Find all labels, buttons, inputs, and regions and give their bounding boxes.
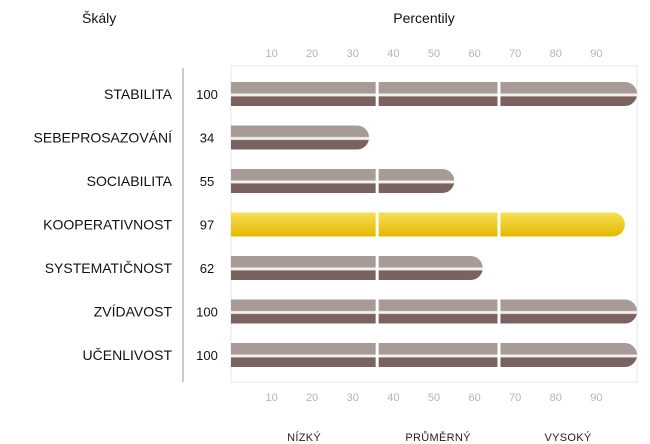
value-label: 34 [200, 131, 214, 146]
zone-separator [497, 343, 501, 367]
zone-separator [497, 212, 501, 237]
tick-label-top: 80 [550, 48, 562, 60]
value-label: 100 [196, 87, 218, 102]
tick-label-bottom: 20 [306, 392, 318, 404]
bar-row: UČENLIVOST 100 [83, 343, 637, 367]
tick-label-top: 40 [387, 48, 399, 60]
zone-separator [375, 343, 379, 367]
tick-label-top: 30 [347, 48, 359, 60]
bar [231, 169, 455, 193]
value-label: 62 [200, 261, 214, 276]
category-label: ZVÍDAVOST [94, 304, 173, 320]
tick-label-bottom: 50 [428, 392, 440, 404]
value-label: 100 [196, 305, 218, 320]
zone-separator [375, 299, 379, 324]
bar [231, 343, 637, 367]
tick-label-bottom: 80 [550, 392, 562, 404]
category-label: UČENLIVOST [83, 347, 173, 363]
bar-highlighted [231, 212, 625, 237]
value-label: 100 [196, 348, 218, 363]
category-label: STABILITA [104, 86, 173, 102]
zone-separator [497, 82, 501, 106]
tick-label-bottom: 70 [509, 392, 521, 404]
zone-labels: NÍZKÝ PRŮMĚRNÝ VYSOKÝ [287, 431, 591, 444]
category-label: SEBEPROSAZOVÁNÍ [34, 130, 173, 146]
tick-label-bottom: 10 [265, 392, 277, 404]
zone-separator [497, 299, 501, 324]
tick-labels-top: 10 20 30 40 50 60 70 80 90 [265, 48, 602, 60]
category-label: KOOPERATIVNOST [43, 217, 172, 233]
tick-label-top: 10 [265, 48, 277, 60]
tick-label-bottom: 60 [468, 392, 480, 404]
zone-separator [375, 82, 379, 106]
bar [231, 125, 370, 150]
category-label: SOCIABILITA [87, 173, 173, 189]
bar [231, 82, 637, 106]
tick-label-top: 90 [590, 48, 602, 60]
tick-labels-bottom: 10 20 30 40 50 60 70 80 90 [265, 392, 602, 404]
tick-label-top: 60 [468, 48, 480, 60]
zone-separator [375, 256, 379, 280]
tick-label-top: 20 [306, 48, 318, 60]
tick-label-bottom: 90 [590, 392, 602, 404]
bar [231, 299, 637, 324]
bar-row: STABILITA 100 [104, 82, 637, 106]
zone-separator [375, 212, 379, 237]
bar [231, 256, 483, 280]
tick-label-top: 70 [509, 48, 521, 60]
header-percentiles: Percentily [393, 10, 454, 26]
header-scales: Škály [82, 10, 116, 26]
bar-row: SOCIABILITA 55 [87, 169, 455, 193]
bar-row: ZVÍDAVOST 100 [94, 299, 637, 324]
value-label: 55 [200, 174, 214, 189]
tick-label-bottom: 30 [347, 392, 359, 404]
tick-label-top: 50 [428, 48, 440, 60]
zone-separator [375, 169, 379, 193]
bar-rows: STABILITA 100 SEBEPROSAZOVÁNÍ 34 SOCIABILITA… [34, 82, 637, 367]
category-label: SYSTEMATIČNOST [45, 260, 173, 276]
bar-row: SEBEPROSAZOVÁNÍ 34 [34, 125, 370, 150]
zone-label: VYSOKÝ [544, 431, 591, 444]
zone-label: PRŮMĚRNÝ [405, 431, 471, 444]
value-label: 97 [200, 218, 214, 233]
tick-label-bottom: 40 [387, 392, 399, 404]
zone-label: NÍZKÝ [287, 431, 321, 444]
bar-row: KOOPERATIVNOST 97 [43, 212, 625, 237]
bar-row: SYSTEMATIČNOST 62 [45, 256, 483, 280]
